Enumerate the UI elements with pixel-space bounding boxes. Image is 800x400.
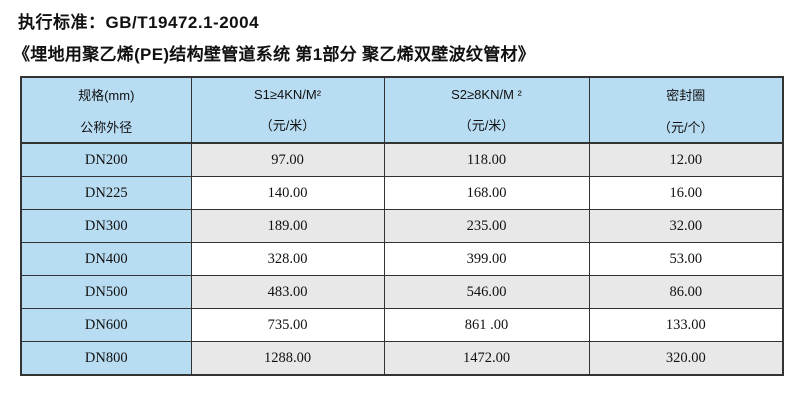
s1-price-cell: 1288.00 xyxy=(190,341,385,376)
s1-price-cell: 328.00 xyxy=(190,242,385,276)
s2-price-cell: 118.00 xyxy=(383,142,590,177)
s1-price-cell: 483.00 xyxy=(190,275,385,309)
col-header-seal-line2: （元/个） xyxy=(657,119,714,135)
col-header-spec-line2: 公称外径 xyxy=(80,119,133,135)
s1-price-cell: 97.00 xyxy=(190,142,385,177)
spec-cell: DN800 xyxy=(20,341,192,376)
s2-price-cell: 168.00 xyxy=(383,176,590,210)
table-row: DN800 1288.00 1472.00 320.00 xyxy=(20,341,784,376)
col-header-s2-line1: S2≥8KN/M ² xyxy=(451,86,522,102)
col-header-s1: S1≥4KN/M² （元/米） xyxy=(190,76,385,144)
seal-price-cell: 53.00 xyxy=(588,242,784,276)
s2-price-cell: 1472.00 xyxy=(383,341,590,376)
spec-cell: DN200 xyxy=(20,142,192,177)
col-header-spec: 规格(mm) 公称外径 xyxy=(20,76,192,144)
price-table: 规格(mm) 公称外径 S1≥4KN/M² （元/米） S2≥8KN/M ² （… xyxy=(20,76,784,376)
table-row: DN400 328.00 399.00 53.00 xyxy=(20,242,784,276)
col-header-s1-line1: S1≥4KN/M² xyxy=(253,86,322,102)
seal-price-cell: 12.00 xyxy=(588,142,784,177)
table-row: DN225 140.00 168.00 16.00 xyxy=(20,176,784,210)
spec-cell: DN600 xyxy=(20,308,192,342)
seal-price-cell: 133.00 xyxy=(588,308,784,342)
table-row: DN600 735.00 861 .00 133.00 xyxy=(20,308,784,342)
spec-cell: DN400 xyxy=(20,242,192,276)
spec-cell: DN300 xyxy=(20,209,192,243)
col-header-seal: 密封圈 （元/个） xyxy=(588,76,784,144)
table-row: DN300 189.00 235.00 32.00 xyxy=(20,209,784,243)
table-row: DN500 483.00 546.00 86.00 xyxy=(20,275,784,309)
s1-price-cell: 735.00 xyxy=(190,308,385,342)
s1-price-cell: 189.00 xyxy=(190,209,385,243)
col-header-seal-line1: 密封圈 xyxy=(666,87,706,103)
col-header-spec-line1: 规格(mm) xyxy=(78,87,135,103)
s2-price-cell: 235.00 xyxy=(383,209,590,243)
product-title: 《埋地用聚乙烯(PE)结构壁管道系统 第1部分 聚乙烯双壁波纹管材》 xyxy=(13,45,536,64)
seal-price-cell: 16.00 xyxy=(588,176,784,210)
col-header-s2-line2: （元/米） xyxy=(458,117,515,133)
s2-price-cell: 399.00 xyxy=(383,242,590,276)
s1-price-cell: 140.00 xyxy=(190,176,385,210)
seal-price-cell: 320.00 xyxy=(588,341,784,376)
standard-label: 执行标准：GB/T19472.1-2004 xyxy=(18,13,260,32)
col-header-s2: S2≥8KN/M ² （元/米） xyxy=(383,76,590,144)
spec-cell: DN500 xyxy=(20,275,192,309)
s2-price-cell: 861 .00 xyxy=(383,308,590,342)
s2-price-cell: 546.00 xyxy=(383,275,590,309)
seal-price-cell: 32.00 xyxy=(588,209,784,243)
col-header-s1-line2: （元/米） xyxy=(259,117,316,133)
table-row: DN200 97.00 118.00 12.00 xyxy=(20,142,784,177)
table-header-row: 规格(mm) 公称外径 S1≥4KN/M² （元/米） S2≥8KN/M ² （… xyxy=(20,76,784,144)
seal-price-cell: 86.00 xyxy=(588,275,784,309)
spec-cell: DN225 xyxy=(20,176,192,210)
